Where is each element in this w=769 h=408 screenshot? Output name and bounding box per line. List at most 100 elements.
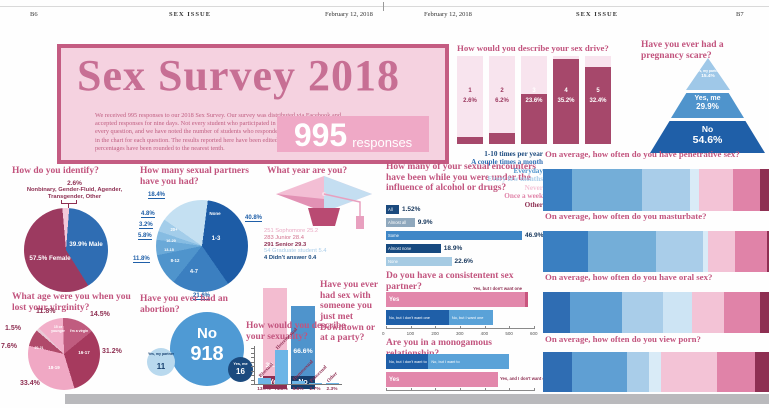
abortion-me-label: Yes, me xyxy=(233,362,248,366)
abortion-title: Have you ever had an abortion? xyxy=(140,294,228,315)
virginity-pct-18-19: 33.4% xyxy=(20,380,40,387)
partners-pct-20plus: 4.8% xyxy=(141,211,155,218)
year-breakdown: 251 Sophomore 25.2 283 Junior 28.4 291 Sen… xyxy=(264,228,384,262)
axis-tick-mark xyxy=(509,326,511,329)
axis-tick-mark xyxy=(435,326,437,329)
bar-segment xyxy=(759,292,769,333)
callout-bracket-stem xyxy=(68,204,69,208)
influence-row: Almost none 18.9% xyxy=(386,244,544,253)
frequency-legend: 1-10 times per year A couple times a mont… xyxy=(453,150,543,209)
axis-tick-mark xyxy=(484,388,486,391)
bar-segment xyxy=(766,231,769,272)
pyramid-bottom-label: No xyxy=(701,124,714,134)
axis-tick-mark xyxy=(435,388,437,391)
downtown-question: Have you ever had sex with someone you j… xyxy=(320,280,378,344)
bar-segment xyxy=(660,352,717,392)
y-axis-tick xyxy=(251,379,254,381)
responses-label: responses xyxy=(352,135,413,150)
influence-bar: None xyxy=(386,257,452,266)
partners-label-20plus: 20+ xyxy=(170,227,178,232)
frequency-bar-masturbate xyxy=(543,231,769,272)
folio-left: B6 xyxy=(30,11,38,18)
virginity-title: What age were you when you lost your vir… xyxy=(12,292,131,313)
axis-tick-mark xyxy=(386,326,387,329)
identify-female-label: 57.5% Female xyxy=(29,255,71,262)
legend-item: Once a week xyxy=(504,192,543,201)
sexuality-bar xyxy=(292,381,305,384)
legend-item: Everyday xyxy=(513,166,543,175)
masthead-intro: We received 995 responses to our 2018 Se… xyxy=(95,112,342,152)
sexdrive-bar-text: 2 6.2% xyxy=(489,88,515,104)
bar-segment xyxy=(570,292,623,333)
sexuality-value: 5.6% xyxy=(292,387,304,392)
axis-tick-label: 0 xyxy=(382,331,385,336)
sexdrive-bar-number: 5 xyxy=(596,87,600,94)
partners-label-4-7: 4-7 xyxy=(190,269,198,275)
virginity-label-virgin: I'm a virgin xyxy=(69,329,89,333)
legend-item: A couple times a month xyxy=(471,158,543,167)
y-axis-tick xyxy=(251,375,254,376)
legend-item: Other xyxy=(524,200,543,209)
bar-segment xyxy=(732,169,760,211)
influence-value: 22.6% xyxy=(454,258,473,265)
abortion-partner-label: Yes, my partner xyxy=(147,352,175,356)
partners-pct-8-12: 11.8% xyxy=(133,256,150,263)
sexuality-category: Pansexual xyxy=(309,364,329,384)
bar-segment xyxy=(662,292,693,333)
bar-segment xyxy=(703,231,708,272)
axis-tick-label: 600 xyxy=(530,331,538,336)
identify-callout-pct: 2.6% xyxy=(67,180,82,187)
virginity-label-16-17: 16-17 xyxy=(78,350,90,355)
consistent-title: Do you have a consistentent sex partner? xyxy=(386,271,514,292)
responses-count: 995 xyxy=(293,117,348,154)
influence-bar: Almost all xyxy=(386,218,415,227)
axis-tick-mark xyxy=(386,388,387,391)
legend-item: 1-10 times per year xyxy=(484,150,543,158)
bar-segment xyxy=(692,292,724,333)
abortion-me-count: 16 xyxy=(236,367,245,376)
partners-pct-4-7: 21.6% xyxy=(193,293,211,300)
bar-segment xyxy=(723,292,760,333)
frequency-title-masturbate: On average, how often do you masturbate? xyxy=(545,211,707,221)
sexdrive-bar-number: 2 xyxy=(500,87,504,94)
axis-tick-label: 200 xyxy=(431,331,439,336)
masthead-box: Sex Survey 2018 We received 995 response… xyxy=(57,44,449,164)
bar-segment xyxy=(543,231,589,272)
bar-segment xyxy=(735,231,767,272)
identify-title: How do you identify? xyxy=(12,166,99,176)
bar-segment xyxy=(649,352,661,392)
y-axis-tick xyxy=(251,370,254,372)
bar-segment xyxy=(755,352,769,392)
sexdrive-bar: 5 32.4% xyxy=(585,56,611,144)
date-right: February 12, 2018 xyxy=(424,11,472,18)
date-left: February 12, 2018 xyxy=(325,11,373,18)
sexuality-value: 13.7% xyxy=(257,387,271,392)
pyramid-middle-pct: 29.9% xyxy=(696,102,719,111)
bar-segment xyxy=(759,169,769,211)
issue-title-right: SEX ISSUE xyxy=(575,11,619,18)
consistent-annotation: Yes, but I don't want one xyxy=(473,286,522,291)
monogamous-no-bar: No, but I don't want to No, but I want to xyxy=(386,354,540,369)
identify-male-label: 39.9% Male xyxy=(69,241,103,248)
partners-pie xyxy=(156,200,248,292)
abortion-partner-bubble: Yes, my partner 11 xyxy=(147,348,175,376)
axis-tick-mark xyxy=(410,326,412,329)
axis-tick-mark xyxy=(534,326,535,329)
sexdrive-bar-number: 3 xyxy=(532,87,536,94)
page-bottom-shadow xyxy=(65,394,769,404)
masthead-title: Sex Survey 2018 xyxy=(77,51,400,100)
partners-label-13-15: 13-15 xyxy=(164,248,174,252)
sexdrive-bar-value: 23.6% xyxy=(525,97,543,104)
sexdrive-bar-value: 32.4% xyxy=(589,97,607,104)
influence-category: All xyxy=(388,207,393,212)
gutter-mark xyxy=(383,2,384,11)
influence-row: Almost all 9.9% xyxy=(386,218,544,227)
pyramid-middle-label: Yes, me xyxy=(694,95,721,102)
frequency-title-porn: On average, how often do you view porn? xyxy=(545,334,701,344)
identify-pie xyxy=(24,208,108,292)
partners-label-none: None xyxy=(209,211,221,216)
bar-segment xyxy=(707,231,736,272)
pyramid-bottom-pct: 54.6% xyxy=(692,134,723,146)
frequency-title-penetrative: On average, how often do you have penetr… xyxy=(545,149,740,159)
